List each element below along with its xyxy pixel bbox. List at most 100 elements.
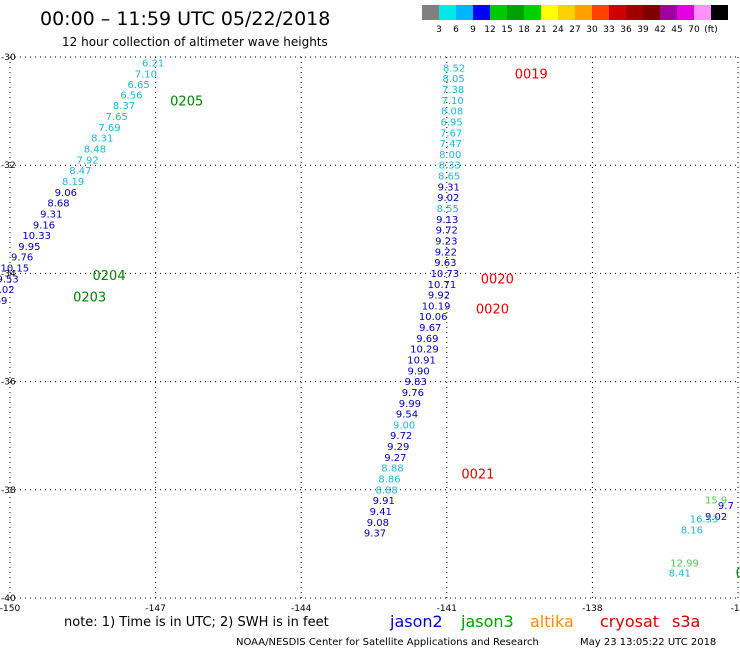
- pass-label: 0205: [170, 94, 203, 109]
- footer-note: note: 1) Time is in UTC; 2) SWH is in fe…: [64, 615, 329, 630]
- colorbar-swatch: [677, 5, 694, 20]
- wave-height-point: 7.69: [98, 123, 120, 134]
- colorbar-label: 9: [470, 25, 476, 35]
- satellite-legend-jason2: jason2: [389, 612, 443, 631]
- colorbar-label: 12: [484, 25, 495, 35]
- wave-height-point: 8.19: [62, 177, 84, 188]
- wave-height-point: 9.06: [55, 188, 77, 199]
- colorbar-swatch: [558, 5, 575, 20]
- wave-height-point: 8.33: [439, 161, 461, 172]
- wave-height-point: 7.47: [440, 139, 462, 150]
- wave-height-point: 16.33: [690, 515, 719, 526]
- credit-timestamp: May 23 13:05:22 UTC 2018: [580, 637, 716, 648]
- wave-height-point: 8.08: [441, 107, 463, 118]
- colorbar-label: 42: [654, 25, 665, 35]
- wave-height-point: 8.88: [375, 485, 397, 496]
- y-tick-label: -32: [1, 161, 16, 171]
- colorbar-label: 33: [603, 25, 614, 35]
- colorbar-swatch: [456, 5, 473, 20]
- axis-tick-labels: -30 -32 -34 -36 -38 -40-150 -147 -144 -141 -138 -1…: [0, 53, 740, 614]
- wave-height-point: 10.71: [428, 280, 457, 291]
- colorbar-label: 3: [436, 25, 442, 35]
- wave-height-point: 8.48: [84, 145, 106, 156]
- wave-height-point: 8.31: [91, 134, 113, 145]
- wave-height-point: 9.76: [402, 388, 424, 399]
- pass-labels: 0205 0204 0203 0019 0020 0020 0021 00: [73, 67, 740, 581]
- x-tick-label: -144: [291, 604, 312, 614]
- wave-height-point: 7.92: [77, 155, 99, 166]
- wave-height-point: 9.72: [436, 226, 458, 237]
- wave-height-point: 7.67: [440, 128, 462, 139]
- colorbar-swatch: [541, 5, 558, 20]
- pass-label: 0020: [476, 303, 509, 318]
- wave-height-point: 8.37: [113, 101, 135, 112]
- colorbar-label: 27: [569, 25, 580, 35]
- wave-height-point: 10.15: [1, 264, 30, 275]
- colorbar-swatch: [643, 5, 660, 20]
- wave-height-point: 6.65: [127, 80, 149, 91]
- satellite-legend-jason3: jason3: [460, 612, 514, 631]
- pass-label: 0021: [461, 468, 494, 483]
- wave-height-point: 10.06: [419, 312, 448, 323]
- wave-height-point: 9.54: [396, 410, 418, 421]
- colorbar-label: 30: [586, 25, 598, 35]
- satellite-legend-s3a: s3a: [672, 612, 700, 631]
- pass-label: 0019: [515, 67, 548, 82]
- chart-subtitle: 12 hour collection of altimeter wave hei…: [62, 35, 328, 49]
- y-tick-label: -34: [1, 269, 16, 279]
- colorbar-swatch: [575, 5, 592, 20]
- wave-height-point: 7.10: [135, 69, 157, 80]
- wave-height-point: 10.29: [410, 345, 439, 356]
- wave-height-point: 10.91: [407, 356, 436, 367]
- wave-height-point: 10.69: [0, 296, 7, 307]
- wave-height-point: 8.55: [437, 204, 459, 215]
- colorbar-label: 18: [518, 25, 530, 35]
- wave-height-point: 9.13: [436, 215, 458, 226]
- wave-height-point: 7.10: [441, 96, 463, 107]
- wave-height-point: 7.38: [442, 85, 464, 96]
- x-tick-label: -147: [145, 604, 165, 614]
- wave-height-point: 10.19: [422, 301, 451, 312]
- colorbar-label: 21: [535, 25, 546, 35]
- wave-height-point: 8.47: [69, 166, 91, 177]
- pass-label: 00: [736, 567, 740, 582]
- wave-height-point: 9.91: [373, 496, 395, 507]
- wave-height-point: 8.52: [443, 63, 465, 74]
- wave-height-point: 8.16: [681, 525, 703, 536]
- wave-height-point: 9.95: [18, 242, 40, 253]
- x-tick-label: -150: [0, 604, 20, 614]
- x-tick-label: -141: [437, 604, 457, 614]
- wave-height-point: 10.33: [22, 231, 51, 242]
- colorbar-swatch: [507, 5, 524, 20]
- altimeter-tracks: 6.217.106.656.568.377.657.698.318.487.92…: [0, 58, 734, 579]
- colorbar-label: 15: [501, 25, 512, 35]
- wave-height-point: 9.23: [435, 236, 457, 247]
- pass-label: 0020: [481, 272, 514, 287]
- wave-height-point: 9.27: [384, 453, 406, 464]
- colorbar-swatch: [524, 5, 541, 20]
- wave-height-point: 8.65: [438, 172, 460, 183]
- wave-height-point: 9.92: [428, 291, 450, 302]
- colorbar-swatch: [490, 5, 507, 20]
- wave-height-point: 9.53: [0, 274, 19, 285]
- wave-height-point: 8.88: [381, 464, 403, 475]
- wave-height-point: 9.90: [408, 366, 430, 377]
- wave-height-point: 10.02: [0, 285, 15, 296]
- wave-height-point: 8.00: [439, 150, 461, 161]
- map-grid: [9, 56, 739, 599]
- colorbar-label: 45: [671, 25, 682, 35]
- wave-height-point: 8.05: [442, 74, 464, 85]
- colorbar-swatch: [711, 5, 728, 20]
- wave-height-point: 6.95: [441, 117, 463, 128]
- wave-height-point: 15.9: [705, 496, 727, 507]
- colorbar-legend: 3 6 9 12 15 18 21 24 27 30 33 36 39 42 45 70 (ft): [422, 5, 728, 35]
- wave-height-point: 8.86: [378, 475, 400, 486]
- colorbar-swatch: [609, 5, 626, 20]
- colorbar-swatch: [626, 5, 643, 20]
- colorbar-label: (ft): [704, 25, 718, 35]
- wave-height-point: 9.37: [364, 529, 386, 540]
- wave-height-point: 9.63: [434, 258, 456, 269]
- wave-height-point: 9.99: [399, 399, 421, 410]
- colorbar-label: 70: [688, 25, 700, 35]
